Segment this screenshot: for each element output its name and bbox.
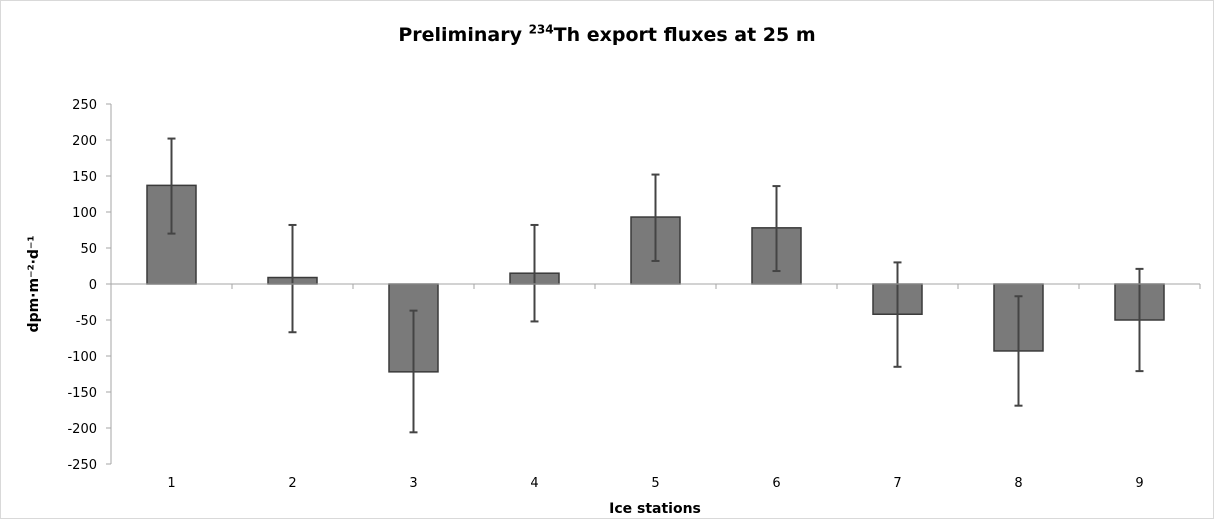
y-axis-ticks: 250 200 150 100 50 0 -50 -100 -150 -200 -250 [67, 98, 111, 473]
x-axis-ticks: 1 2 3 4 5 6 7 8 9 [110, 284, 1201, 491]
y-tick-label: -250 [67, 458, 97, 473]
x-tick-label: 4 [530, 476, 538, 491]
y-tick-label: 250 [72, 98, 97, 113]
y-tick-label: 0 [89, 278, 97, 293]
x-tick-label: 7 [893, 476, 901, 491]
y-tick-label: 150 [72, 170, 97, 185]
y-tick-label: -100 [67, 350, 97, 365]
x-tick-label: 6 [772, 476, 780, 491]
y-tick-label: 50 [80, 242, 97, 257]
axes-group [110, 104, 1200, 464]
x-tick-label: 5 [651, 476, 659, 491]
x-axis-title: Ice stations [609, 501, 701, 517]
chart-title: Preliminary 234Th export fluxes at 25 m [0, 24, 1214, 46]
y-tick-label: -150 [67, 386, 97, 401]
error-bars-group [167, 137, 1144, 434]
x-tick-label: 2 [288, 476, 296, 491]
y-tick-label: 100 [72, 206, 97, 221]
x-tick-label: 3 [409, 476, 417, 491]
chart-title-suffix: Th export fluxes at 25 m [553, 24, 816, 46]
y-tick-label: -200 [67, 422, 97, 437]
chart-title-prefix: Preliminary [398, 24, 529, 46]
chart-title-superscript: 234 [528, 22, 554, 37]
x-tick-label: 9 [1135, 476, 1143, 491]
y-axis-title: dpm·m⁻²·d⁻¹ [26, 236, 42, 333]
x-tick-label: 8 [1014, 476, 1022, 491]
y-tick-label: 200 [72, 134, 97, 149]
y-tick-label: -50 [76, 314, 97, 329]
x-tick-label: 1 [167, 476, 175, 491]
